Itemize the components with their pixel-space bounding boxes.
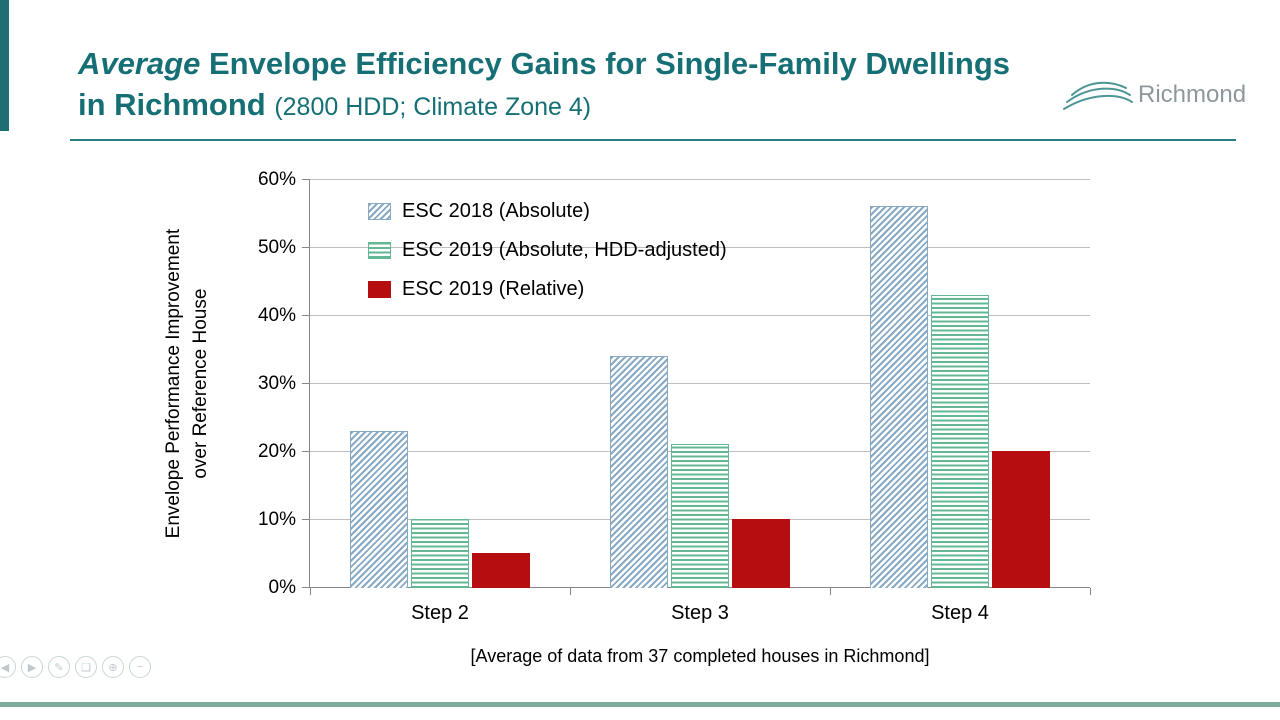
- print-control-icon[interactable]: ❏: [75, 656, 97, 678]
- title-emphasis: Average: [78, 46, 201, 81]
- legend-item-esc-2019-relative: ESC 2019 (Relative): [368, 278, 727, 301]
- y-tick-label: 50%: [257, 237, 296, 258]
- previous-control-icon[interactable]: ◀: [0, 656, 16, 678]
- title-divider: [70, 139, 1236, 141]
- y-tick-mark: [302, 383, 310, 384]
- legend-label: ESC 2018 (Absolute): [402, 200, 590, 222]
- bar-hatch-diagonal-step-2: [350, 430, 408, 588]
- bar-hatch-horizontal-step-4: [931, 294, 989, 588]
- title-rest: Envelope Efficiency Gains for Single-Fam…: [200, 46, 1011, 81]
- gridline: [310, 315, 1090, 317]
- bar-group-step-4: [830, 180, 1090, 588]
- x-tick-mark: [569, 588, 571, 595]
- left-accent-bar: [0, 0, 9, 131]
- y-tick-mark: [302, 179, 310, 180]
- x-axis-label-step-4: Step 4: [931, 602, 989, 624]
- legend-swatch-hatch-diagonal: [368, 203, 391, 220]
- title-line2: in Richmond: [78, 86, 275, 122]
- gridline: [310, 179, 1090, 180]
- wave-swoosh-icon: [1063, 81, 1133, 110]
- player-controls: ◀ ▶ ✎ ❏ ⊕ −: [0, 656, 151, 678]
- y-tick-label: 40%: [257, 305, 296, 327]
- x-tick-mark: [310, 588, 311, 595]
- legend-item-esc-2019-absolute: ESC 2019 (Absolute, HDD-adjusted): [368, 239, 727, 262]
- y-tick-label: 60%: [257, 169, 296, 190]
- bar-solid-step-2: [472, 553, 530, 588]
- y-axis-title-line1: Envelope Performance Improvement: [163, 229, 185, 539]
- gridline: [310, 383, 1090, 384]
- y-tick-mark: [302, 315, 310, 317]
- logo-wordmark: Richmond: [1138, 81, 1247, 108]
- legend-item-esc-2018-absolute: ESC 2018 (Absolute): [368, 200, 727, 223]
- bar-solid-step-4: [992, 451, 1050, 588]
- title-subtitle: (2800 HDD; Climate Zone 4): [274, 92, 592, 121]
- play-control-icon[interactable]: ▶: [21, 656, 43, 678]
- plot-area: ESC 2018 (Absolute) ESC 2019 (Absolute, …: [302, 179, 1091, 595]
- bar-hatch-horizontal-step-3: [671, 444, 729, 588]
- bar-hatch-diagonal-step-4: [870, 206, 928, 588]
- legend-swatch-solid-red: [368, 281, 391, 298]
- legend-label: ESC 2019 (Relative): [402, 278, 585, 300]
- y-axis-title: Envelope Performance Improvement over Re…: [148, 180, 228, 588]
- chart-legend: ESC 2018 (Absolute) ESC 2019 (Absolute, …: [368, 200, 727, 301]
- bar-group-step-2: [310, 180, 570, 588]
- edit-control-icon[interactable]: ✎: [48, 656, 70, 678]
- gridline: [310, 247, 1090, 248]
- x-axis-label-step-3: Step 3: [671, 602, 729, 624]
- bar-hatch-horizontal-step-2: [411, 519, 469, 588]
- richmond-logo: Richmond: [1062, 70, 1246, 120]
- y-tick-label: 20%: [257, 441, 296, 463]
- y-tick-mark: [302, 451, 310, 453]
- bar-solid-step-3: [732, 519, 790, 588]
- x-axis-labels: Step 2 Step 3 Step 4: [310, 602, 1090, 625]
- y-tick-label: 0%: [268, 577, 296, 598]
- y-tick-mark: [302, 587, 310, 588]
- zoom-control-icon[interactable]: ⊕: [102, 656, 124, 678]
- bar-group-step-3: [570, 180, 830, 588]
- y-tick-label: 30%: [257, 373, 296, 394]
- y-tick-label: 10%: [257, 509, 296, 531]
- bottom-accent-bar: [0, 702, 1280, 707]
- y-axis-title-line2: over Reference House: [190, 288, 211, 480]
- x-tick-mark: [1090, 588, 1091, 595]
- y-axis-tick-labels: 0% 10% 20% 30% 40% 50% 60%: [226, 169, 308, 598]
- x-axis-label-step-2: Step 2: [411, 602, 469, 624]
- x-tick-mark: [830, 588, 831, 595]
- y-axis-line: [309, 180, 310, 588]
- chart-caption: [Average of data from 37 completed house…: [470, 646, 930, 666]
- y-tick-mark: [302, 247, 310, 248]
- bar-hatch-diagonal-step-3: [610, 355, 668, 588]
- minimize-control-icon[interactable]: −: [129, 656, 151, 678]
- bar-groups: [310, 180, 1090, 588]
- legend-label: ESC 2019 (Absolute, HDD-adjusted): [402, 239, 727, 261]
- legend-swatch-hatch-horizontal: [368, 242, 391, 259]
- y-tick-mark: [302, 519, 310, 521]
- page-title: Average Envelope Efficiency Gains for Si…: [78, 44, 1010, 126]
